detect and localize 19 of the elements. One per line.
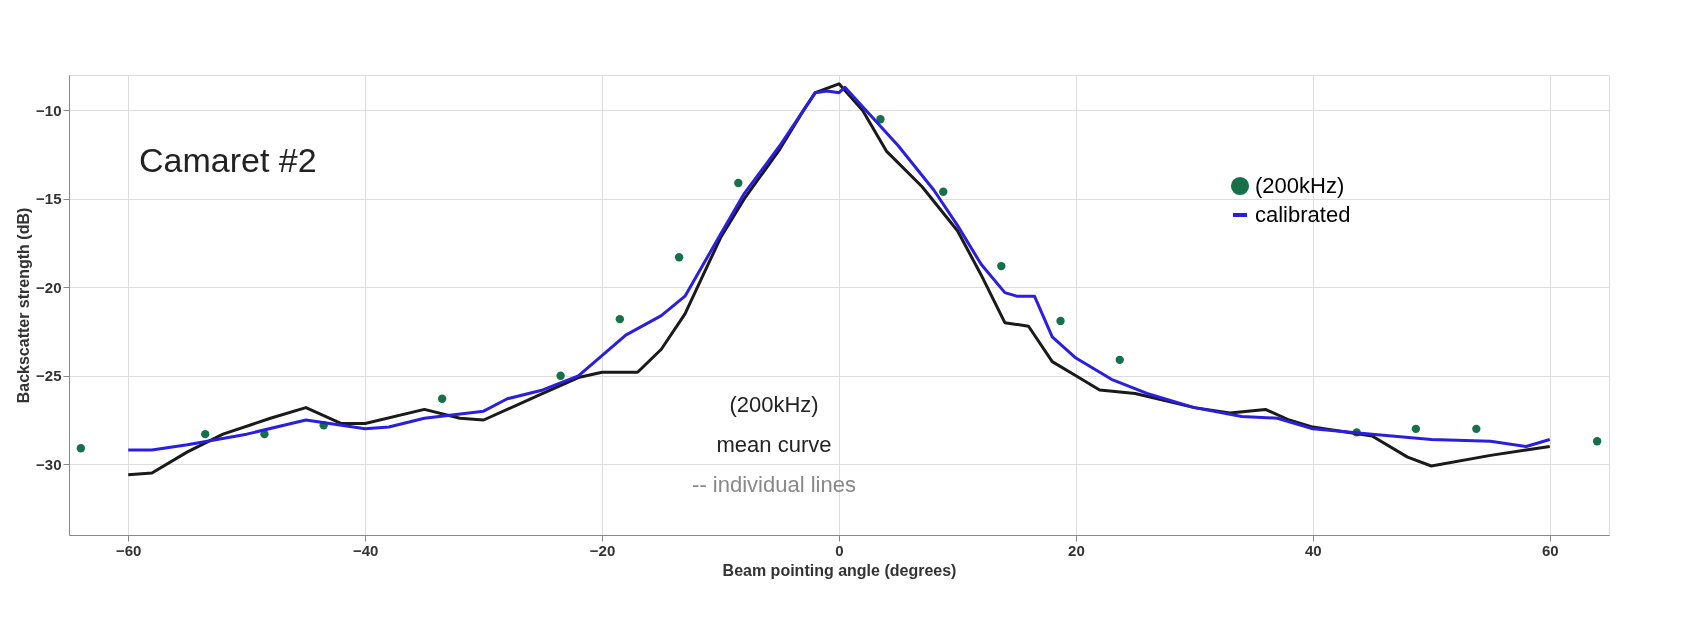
legend-label: calibrated [1255,202,1351,227]
x-tick-label: 20 [1068,541,1085,559]
y-tick-label: −25 [36,367,62,385]
y-axis-title: Backscatter strength (dB) [15,207,33,404]
x-tick-label: 0 [835,541,844,559]
x-tick-label: 40 [1305,541,1322,559]
x-tick-label: −40 [352,541,379,559]
x-tick-label: −20 [589,541,616,559]
annotation: (200kHz) mean curve [716,392,832,457]
y-tick-label: −10 [36,101,62,119]
annotation: -- individual lines [692,472,856,497]
x-tick-label: −60 [116,541,142,559]
annotation: Camaret #2 [139,141,317,179]
x-tick-label: 60 [1541,541,1559,559]
legend-label: (200kHz) [1255,173,1345,198]
y-tick-label: −30 [36,455,62,473]
y-tick-label: −20 [36,278,62,296]
x-axis-title: Beam pointing angle (degrees) [722,561,957,579]
y-tick-label: −15 [36,190,62,208]
